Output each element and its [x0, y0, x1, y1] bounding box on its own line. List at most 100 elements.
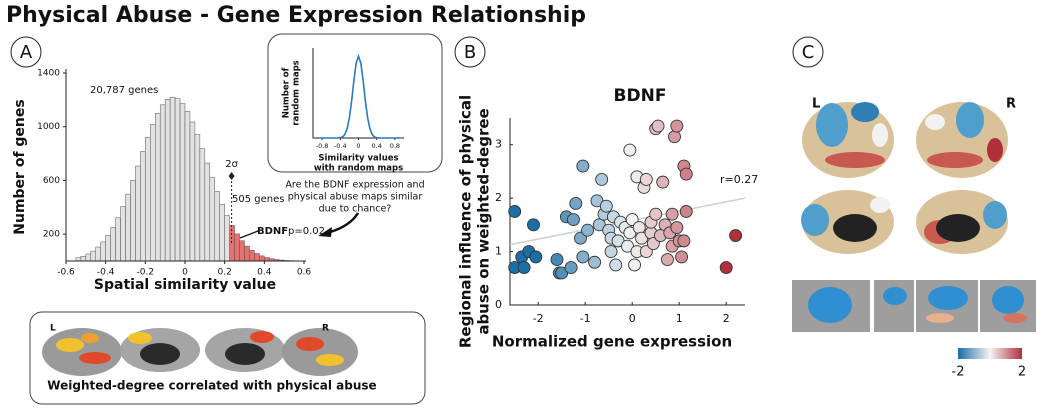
x-tick-label: 0 — [182, 268, 188, 278]
bar — [184, 111, 191, 262]
point — [677, 234, 691, 248]
arrow-head — [318, 227, 332, 237]
patch — [927, 152, 983, 168]
y-tick-label: 3 — [495, 138, 502, 151]
point — [719, 261, 733, 275]
point — [576, 159, 590, 173]
bar — [115, 217, 121, 262]
patch — [296, 337, 324, 351]
x-tick-label: -0.2 — [137, 268, 155, 278]
question: due to chance? — [319, 204, 392, 215]
patch — [825, 152, 885, 168]
chart-title: BDNF — [614, 86, 667, 106]
panel-letter: B — [464, 42, 476, 63]
patch — [987, 138, 1003, 162]
patch — [56, 338, 84, 352]
point — [569, 197, 583, 210]
point — [649, 207, 663, 221]
bar — [209, 177, 216, 262]
patch — [872, 123, 888, 147]
point — [665, 207, 679, 221]
colorbar-label: -2 — [952, 365, 965, 380]
point — [564, 261, 578, 275]
patch — [870, 197, 890, 213]
patch — [816, 103, 848, 147]
annotation: 505 genes — [232, 194, 284, 205]
arrow — [329, 212, 360, 234]
point — [550, 253, 564, 267]
point — [679, 205, 693, 218]
x-axis-label: Similarity values — [318, 154, 398, 164]
point — [656, 175, 670, 189]
patch — [956, 102, 984, 138]
point — [508, 205, 522, 218]
patch — [926, 313, 954, 323]
bar — [264, 257, 270, 262]
x-axis-label: Normalized gene expression — [492, 333, 732, 351]
x-tick-label: 0.4 — [257, 268, 272, 278]
point — [679, 167, 693, 181]
x-tick-label: 0 — [629, 312, 636, 325]
x-tick-label: 0.2 — [218, 268, 232, 278]
question: physical abuse maps similar — [288, 192, 423, 203]
patch — [983, 201, 1007, 229]
point — [604, 245, 618, 259]
point — [668, 130, 681, 144]
bar — [100, 241, 106, 262]
patch — [801, 204, 829, 236]
point — [517, 261, 531, 275]
x-tick-label: -0.6 — [57, 268, 75, 278]
caption: Weighted-degree correlated with physical… — [47, 379, 376, 393]
bar — [234, 233, 240, 262]
bar — [145, 137, 151, 262]
panel-circle — [454, 36, 486, 68]
point — [527, 218, 540, 232]
panel-c-brains: L R — [792, 97, 1036, 332]
y-axis-label: Number of genes — [12, 99, 28, 234]
bar — [125, 193, 131, 262]
bar — [95, 246, 101, 262]
bar — [110, 227, 116, 262]
annotation: r=0.27 — [720, 173, 758, 186]
x-tick-label: -1 — [580, 312, 591, 325]
bar — [164, 99, 171, 262]
patch — [81, 333, 99, 343]
figure-title: Physical Abuse - Gene Expression Relatio… — [6, 3, 586, 28]
axis — [312, 48, 404, 139]
x-tick-label: 0.4 — [372, 142, 382, 150]
bar — [159, 104, 166, 262]
bar — [204, 162, 211, 262]
point — [567, 213, 580, 226]
point — [639, 172, 653, 186]
panel-letters: A B C — [10, 36, 824, 68]
bar — [239, 240, 245, 262]
bar — [224, 215, 230, 262]
x-tick-label: 2 — [723, 312, 730, 325]
panel-letter: A — [20, 42, 33, 63]
x-axis-label: with random maps — [314, 164, 403, 174]
x-tick-label: -0.8 — [316, 142, 329, 150]
bar — [214, 191, 220, 262]
patch — [250, 331, 274, 343]
bar — [244, 245, 250, 262]
bar — [150, 124, 156, 262]
point — [595, 172, 609, 186]
point — [609, 258, 623, 272]
bar — [219, 203, 225, 262]
hemisphere-label: R — [1006, 97, 1016, 112]
x-tick-label: -0.4 — [334, 142, 347, 150]
patch — [1003, 313, 1027, 323]
threshold-marker — [228, 172, 235, 180]
point — [651, 119, 665, 133]
patch — [883, 287, 907, 305]
patch — [128, 332, 152, 344]
point — [632, 221, 646, 234]
patch — [992, 286, 1024, 314]
patch — [851, 102, 879, 122]
x-tick-label: 0 — [356, 142, 360, 150]
bar — [140, 151, 146, 262]
point — [576, 250, 590, 264]
x-tick-label: 0.6 — [297, 268, 312, 278]
